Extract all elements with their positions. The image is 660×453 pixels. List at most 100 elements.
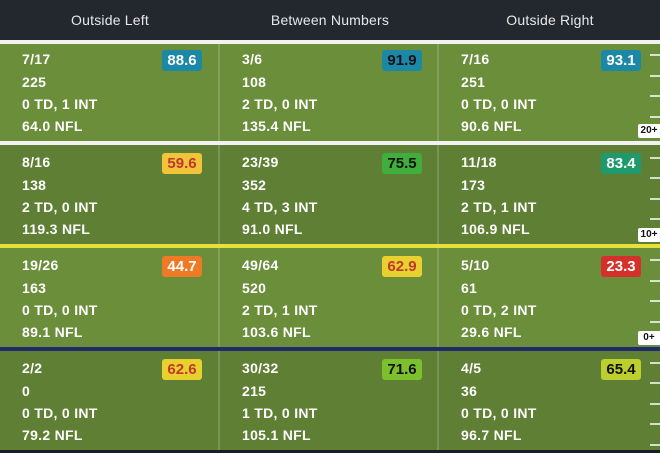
hash-mark (650, 116, 660, 118)
touchdowns-interceptions: 0 TD, 2 INT (461, 302, 537, 318)
grade-badge: 65.4 (601, 359, 641, 380)
touchdowns-interceptions: 2 TD, 1 INT (461, 199, 537, 215)
touchdowns-interceptions: 0 TD, 1 INT (22, 96, 98, 112)
football-field: 7/17 225 0 TD, 1 INT 64.0 NFL 88.6 3/6 108 2 TD… (0, 40, 660, 450)
hash-mark (650, 321, 660, 323)
yards: 163 (22, 280, 47, 296)
zone-cell[interactable]: 49/64 520 2 TD, 1 INT 103.6 NFL 62.9 (220, 250, 438, 350)
grade-badge: 62.6 (162, 359, 202, 380)
yards: 352 (242, 177, 267, 193)
depth-label-20: 20+ (638, 124, 660, 138)
yards: 138 (22, 177, 47, 193)
grade-badge: 93.1 (601, 50, 641, 71)
yards: 108 (242, 74, 267, 90)
completions: 2/2 (22, 360, 43, 376)
hash-mark (650, 403, 660, 405)
completions: 23/39 (242, 154, 279, 170)
grade-badge: 88.6 (162, 50, 202, 71)
zone-cell[interactable]: 23/39 352 4 TD, 3 INT 91.0 NFL 75.5 (220, 147, 438, 247)
yards: 215 (242, 383, 267, 399)
touchdowns-interceptions: 4 TD, 3 INT (242, 199, 318, 215)
grade-badge: 83.4 (601, 153, 641, 174)
completions: 4/5 (461, 360, 482, 376)
hash-mark (650, 218, 660, 220)
grade-badge: 59.6 (162, 153, 202, 174)
header-outside-left[interactable]: Outside Left (71, 12, 149, 28)
completions: 7/17 (22, 51, 51, 67)
hash-mark (650, 198, 660, 200)
hash-mark (650, 444, 660, 446)
hash-mark (650, 177, 660, 179)
passer-rating: 89.1 NFL (22, 324, 83, 340)
hash-mark (650, 280, 660, 282)
hash-mark (650, 423, 660, 425)
hash-mark (650, 75, 660, 77)
zone-cell[interactable]: 30/32 215 1 TD, 0 INT 105.1 NFL 71.6 (220, 353, 438, 453)
passer-rating: 119.3 NFL (22, 221, 91, 237)
completions: 19/26 (22, 257, 59, 273)
passer-rating: 135.4 NFL (242, 118, 311, 134)
touchdowns-interceptions: 0 TD, 0 INT (461, 405, 537, 421)
depth-label-10: 10+ (638, 228, 660, 242)
grade-badge: 23.3 (601, 256, 641, 277)
grade-badge: 44.7 (162, 256, 202, 277)
zone-short (0, 246, 660, 349)
touchdowns-interceptions: 0 TD, 0 INT (22, 302, 98, 318)
yards: 173 (461, 177, 486, 193)
completions: 11/18 (461, 154, 497, 170)
line-of-scrimmage (0, 347, 660, 351)
passer-rating: 91.0 NFL (242, 221, 303, 237)
yards: 520 (242, 280, 267, 296)
touchdowns-interceptions: 0 TD, 0 INT (22, 405, 98, 421)
completions: 49/64 (242, 257, 279, 273)
yards: 0 (22, 383, 31, 399)
zone-cell[interactable]: 2/2 0 0 TD, 0 INT 79.2 NFL 62.6 (0, 353, 218, 453)
zone-cell[interactable]: 3/6 108 2 TD, 0 INT 135.4 NFL 91.9 (220, 44, 438, 144)
hash-mark (650, 382, 660, 384)
depth-label-0: 0+ (638, 331, 660, 345)
zone-cell[interactable]: 19/26 163 0 TD, 0 INT 89.1 NFL 44.7 (0, 250, 218, 350)
passer-rating: 96.7 NFL (461, 427, 522, 443)
zone-cell[interactable]: 7/16 251 0 TD, 0 INT 90.6 NFL 93.1 (439, 44, 657, 144)
completions: 7/16 (461, 51, 490, 67)
zone-deep (0, 40, 660, 143)
passer-rating: 103.6 NFL (242, 324, 311, 340)
completions: 3/6 (242, 51, 263, 67)
grade-badge: 71.6 (382, 359, 422, 380)
completions: 30/32 (242, 360, 279, 376)
header-between-numbers[interactable]: Between Numbers (270, 12, 390, 28)
grade-badge: 91.9 (382, 50, 422, 71)
passer-rating: 29.6 NFL (461, 324, 522, 340)
field-line-20 (0, 141, 660, 145)
yards: 61 (461, 280, 478, 296)
header-outside-right[interactable]: Outside Right (506, 12, 594, 28)
passer-rating: 106.9 NFL (461, 221, 530, 237)
zone-intermediate (0, 143, 660, 246)
completions: 5/10 (461, 257, 490, 273)
passer-rating: 64.0 NFL (22, 118, 83, 134)
field-line-top (0, 40, 660, 44)
zone-cell[interactable]: 4/5 36 0 TD, 0 INT 96.7 NFL 65.4 (439, 353, 657, 453)
hash-mark (650, 95, 660, 97)
zone-cell[interactable]: 5/10 61 0 TD, 2 INT 29.6 NFL 23.3 (439, 250, 657, 350)
zone-cell[interactable]: 7/17 225 0 TD, 1 INT 64.0 NFL 88.6 (0, 44, 218, 144)
passer-rating: 105.1 NFL (242, 427, 311, 443)
zone-cell[interactable]: 11/18 173 2 TD, 1 INT 106.9 NFL 83.4 (439, 147, 657, 247)
hash-mark (650, 300, 660, 302)
yards: 36 (461, 383, 478, 399)
touchdowns-interceptions: 0 TD, 0 INT (461, 96, 537, 112)
zone-cell[interactable]: 8/16 138 2 TD, 0 INT 119.3 NFL 59.6 (0, 147, 218, 247)
completions: 8/16 (22, 154, 51, 170)
passer-rating: 90.6 NFL (461, 118, 522, 134)
touchdowns-interceptions: 2 TD, 0 INT (22, 199, 98, 215)
hash-mark (650, 54, 660, 56)
grade-badge: 62.9 (382, 256, 422, 277)
passer-rating: 79.2 NFL (22, 427, 83, 443)
touchdowns-interceptions: 2 TD, 1 INT (242, 302, 318, 318)
hash-mark (650, 259, 660, 261)
hash-mark (650, 157, 660, 159)
grade-badge: 75.5 (382, 153, 422, 174)
yards: 225 (22, 74, 47, 90)
touchdowns-interceptions: 1 TD, 0 INT (242, 405, 318, 421)
